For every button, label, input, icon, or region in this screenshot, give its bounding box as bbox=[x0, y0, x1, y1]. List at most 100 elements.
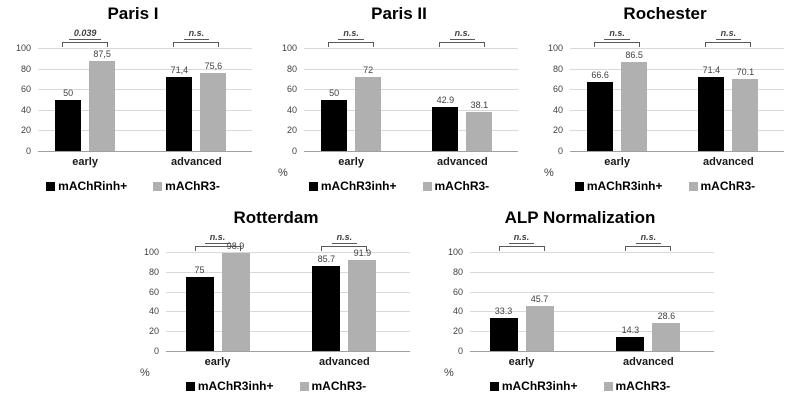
y-tick-label: 20 bbox=[552, 125, 563, 136]
bar-black: 75 bbox=[185, 265, 214, 351]
x-category-label: advanced bbox=[437, 156, 488, 168]
significance-bracket bbox=[328, 42, 375, 47]
legend-label: mAChR3inh+ bbox=[197, 379, 274, 393]
x-category-label: early bbox=[508, 356, 535, 368]
legend-label: mAChR3- bbox=[434, 179, 490, 193]
x-axis-row: early advanced% bbox=[278, 152, 518, 179]
legend-label: mAChR3- bbox=[311, 379, 367, 393]
x-axis-row: early advanced% bbox=[140, 352, 410, 379]
y-tick-label: 60 bbox=[552, 84, 563, 95]
x-category-label: early bbox=[72, 156, 98, 168]
bar-value-label: 66.6 bbox=[591, 70, 609, 81]
gridline bbox=[304, 89, 518, 91]
gridline bbox=[166, 252, 410, 253]
plot-area: 0 20 40 60 80 100 66.6 86.5 71.4 70.1 bbox=[548, 43, 784, 156]
bar-group: 85.7 91.9 bbox=[312, 248, 377, 351]
bar-value-label: 14.3 bbox=[621, 324, 640, 335]
y-tick-label: 80 bbox=[286, 63, 297, 74]
significance-annotation: n.s. bbox=[439, 28, 486, 47]
significance-bracket bbox=[173, 42, 220, 47]
y-tick-label: 0 bbox=[457, 346, 463, 356]
legend-marker-black bbox=[46, 181, 56, 191]
legend-marker-gray bbox=[299, 381, 309, 391]
bar-black: 66.6 bbox=[587, 70, 614, 151]
gridline bbox=[166, 271, 410, 273]
plot-area: 0 20 40 60 80 100 50 87,5 71,4 75,6 bbox=[16, 43, 252, 156]
significance-bracket bbox=[321, 246, 368, 251]
bar-value-label: 75,6 bbox=[204, 61, 223, 72]
legend-label: mAChRinh+ bbox=[58, 179, 128, 193]
significance-label: n.s. bbox=[604, 28, 630, 40]
bar-value-label: 98.9 bbox=[226, 241, 245, 252]
legend-label: mAChR3- bbox=[700, 179, 756, 193]
bar-value-label: 72 bbox=[363, 64, 374, 75]
bar-black: 42.9 bbox=[432, 95, 459, 151]
bar-value-label: 28.6 bbox=[657, 310, 676, 321]
significance-row: 0.039 n.s. bbox=[38, 24, 252, 48]
row-top: Paris I 0.039 n.s. 0 20 40 60 80 100 50 87,5 71,4 75… bbox=[0, 0, 798, 200]
bar-black: 14.3 bbox=[616, 325, 645, 351]
gridline bbox=[570, 130, 784, 132]
x-category-label: early bbox=[604, 156, 630, 168]
gridline bbox=[304, 48, 518, 49]
gridline bbox=[570, 68, 784, 70]
bar-group: 50 87,5 bbox=[55, 48, 116, 151]
gridline bbox=[470, 252, 714, 253]
plot-area: 0 20 40 60 80 100 50 72 42.9 38.1 bbox=[282, 43, 518, 156]
bar-black: 71,4 bbox=[166, 65, 193, 151]
y-tick-label: 100 bbox=[281, 43, 297, 53]
y-tick-label: 20 bbox=[148, 326, 159, 337]
gridline bbox=[38, 68, 252, 70]
significance-bracket bbox=[62, 42, 109, 47]
y-tick-label: 80 bbox=[148, 266, 159, 277]
significance-annotation: 0.039 bbox=[62, 28, 109, 47]
gridline bbox=[38, 89, 252, 91]
gridline bbox=[470, 331, 714, 333]
legend: mAChR3inh+ mAChR3- bbox=[128, 379, 424, 393]
bar-gray: 98.9 bbox=[221, 241, 250, 351]
x-category-label: advanced bbox=[623, 356, 674, 368]
x-category-label: advanced bbox=[319, 356, 370, 368]
significance-annotation: n.s. bbox=[321, 232, 368, 251]
significance-bracket bbox=[439, 42, 486, 47]
bar-value-label: 86.5 bbox=[625, 49, 643, 60]
legend-item: mAChR3inh+ bbox=[574, 179, 663, 193]
y-tick-label: 80 bbox=[20, 63, 31, 74]
gridline bbox=[570, 89, 784, 91]
legend-item: mAChRinh+ bbox=[46, 179, 127, 193]
y-tick-label: 0 bbox=[153, 346, 159, 356]
legend-item: mAChR3inh+ bbox=[308, 179, 397, 193]
x-category-label: early bbox=[204, 356, 231, 368]
bar-group: 42.9 38.1 bbox=[432, 48, 493, 151]
legend-item: mAChR3- bbox=[688, 179, 756, 193]
plot-area: 0 20 40 60 80 100 75 98.9 85.7 91.9 bbox=[144, 241, 410, 356]
legend-label: mAChR3- bbox=[615, 379, 671, 393]
bar-group: 33.3 45.7 bbox=[489, 252, 554, 351]
chart-title: Rochester bbox=[623, 4, 707, 23]
significance-bracket bbox=[194, 246, 241, 251]
plot-area: 0 20 40 60 80 100 33.3 45.7 14.3 28.6 bbox=[448, 247, 714, 356]
legend-marker-black bbox=[489, 381, 499, 391]
bar-gray: 91.9 bbox=[348, 248, 377, 351]
bar-group: 71.4 70.1 bbox=[698, 48, 759, 151]
gridline bbox=[166, 311, 410, 313]
gridline bbox=[38, 109, 252, 111]
y-tick-label: 40 bbox=[552, 104, 563, 115]
significance-annotation: n.s. bbox=[194, 232, 241, 251]
bar-value-label: 50 bbox=[63, 87, 74, 98]
significance-row: n.s. n.s. bbox=[570, 24, 784, 48]
legend-label: mAChR3- bbox=[165, 179, 220, 193]
bar-group: 14.3 28.6 bbox=[616, 252, 681, 351]
bar-black: 50 bbox=[321, 88, 348, 151]
y-tick-label: 60 bbox=[286, 84, 297, 95]
significance-label: 0.039 bbox=[68, 28, 102, 40]
bar-group: 75 98.9 bbox=[185, 241, 250, 351]
bar-gray: 75,6 bbox=[200, 61, 227, 151]
legend-item: mAChR3- bbox=[153, 179, 220, 193]
bar-value-label: 91.9 bbox=[353, 248, 372, 259]
y-tick-label: 100 bbox=[143, 247, 159, 257]
bar-gray: 72 bbox=[355, 65, 382, 151]
y-tick-label: 20 bbox=[452, 326, 463, 337]
bar-gray: 38.1 bbox=[466, 100, 493, 151]
legend: mAChR3inh+ mAChR3- bbox=[266, 179, 532, 193]
